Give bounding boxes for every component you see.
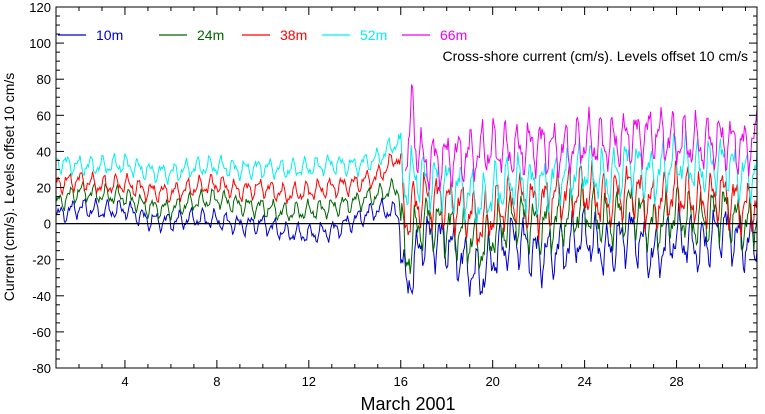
series-layer	[55, 84, 758, 297]
legend-label-52m: 52m	[360, 27, 387, 43]
y-tick-label: 120	[29, 0, 51, 15]
legend-label-66m: 66m	[440, 27, 467, 43]
y-tick-label: 0	[44, 217, 51, 232]
x-tick-label: 4	[121, 374, 128, 389]
y-axis-title: Current (cm/s). Levels offset 10 cm/s	[1, 73, 17, 301]
legend-label-10m: 10m	[96, 27, 123, 43]
ticks-layer: 4 8 12 16 20 24 28 -80 -60 -40 -20 0 20 40 60 80 100 120	[29, 0, 757, 389]
series-line-52m	[55, 130, 758, 225]
series-line-38m	[55, 153, 758, 246]
legend-label-24m: 24m	[197, 27, 224, 43]
series-line-24m	[55, 177, 758, 274]
legend-label-38m: 38m	[280, 27, 307, 43]
x-tick-label: 12	[302, 374, 316, 389]
y-tick-label: 40	[37, 144, 51, 159]
x-tick-label: 24	[577, 374, 591, 389]
y-tick-label: 100	[29, 36, 51, 51]
y-tick-label: -40	[32, 289, 51, 304]
x-tick-label: 16	[394, 374, 408, 389]
chart-annotation: Cross-shore current (cm/s). Levels offse…	[443, 48, 749, 64]
x-tick-label: 28	[669, 374, 683, 389]
x-tick-label: 8	[213, 374, 220, 389]
x-axis-title: March 2001	[360, 394, 455, 414]
x-tick-label: 20	[485, 374, 499, 389]
y-tick-label: -80	[32, 361, 51, 376]
series-line-66m	[404, 84, 758, 192]
y-tick-label: 80	[37, 72, 51, 87]
y-tick-label: -60	[32, 325, 51, 340]
y-tick-label: 60	[37, 108, 51, 123]
legend: 10m 24m 38m 52m 66m	[58, 27, 467, 43]
y-tick-label: -20	[32, 253, 51, 268]
y-tick-label: 20	[37, 181, 51, 196]
series-line-10m	[55, 197, 758, 297]
